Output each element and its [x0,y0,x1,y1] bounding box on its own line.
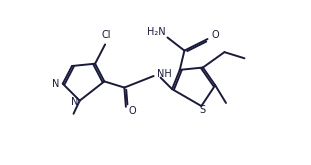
Text: N: N [71,97,78,107]
Text: Cl: Cl [101,30,111,40]
Text: S: S [199,105,205,115]
Text: N: N [52,79,59,89]
Text: O: O [211,30,219,40]
Text: O: O [129,106,137,116]
Text: NH: NH [157,69,172,80]
Text: H₂N: H₂N [147,27,166,37]
